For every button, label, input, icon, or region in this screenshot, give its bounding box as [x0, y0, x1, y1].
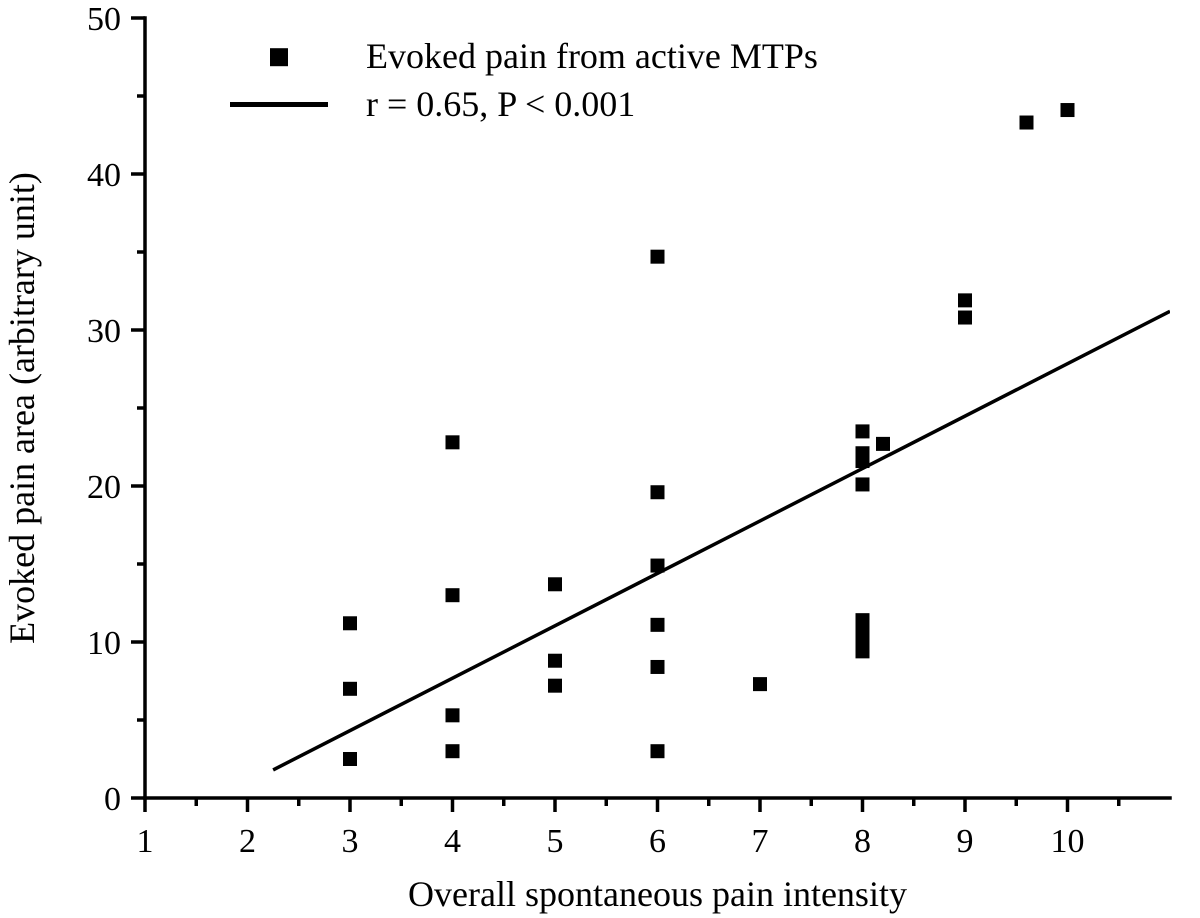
legend-marker-label: Evoked pain from active MTPs: [366, 36, 818, 76]
data-point: [1020, 116, 1034, 130]
x-axis-label: Overall spontaneous pain intensity: [408, 874, 907, 914]
chart-svg: 1 2 3 4 5 6 7 8 9 10 0 10 20 30 40 50 Overall spontaneou…: [0, 0, 1200, 918]
y-tick-label: 50: [87, 1, 121, 38]
y-tick-label: 30: [87, 313, 121, 350]
data-point: [343, 616, 357, 630]
x-tick-label: 10: [1051, 823, 1085, 860]
y-tick-label: 20: [87, 469, 121, 506]
x-tick-label: 1: [137, 823, 154, 860]
x-tick-label: 4: [444, 823, 461, 860]
y-tick-label: 40: [87, 157, 121, 194]
x-tick-label: 6: [649, 823, 666, 860]
data-point: [446, 744, 460, 758]
data-point: [958, 311, 972, 325]
x-tick-label: 5: [547, 823, 564, 860]
x-tick-label: 7: [752, 823, 769, 860]
data-point: [753, 677, 767, 691]
x-tick-label: 8: [854, 823, 871, 860]
data-point: [548, 654, 562, 668]
data-point: [651, 660, 665, 674]
data-point: [856, 446, 870, 460]
legend-line-label: r = 0.65, P < 0.001: [366, 84, 635, 124]
scatter-chart: 1 2 3 4 5 6 7 8 9 10 0 10 20 30 40 50 Overall spontaneou…: [0, 0, 1200, 918]
data-point: [1061, 103, 1075, 117]
y-tick-label: 10: [87, 625, 121, 662]
data-point: [856, 424, 870, 438]
data-point: [548, 679, 562, 693]
data-point: [651, 559, 665, 573]
y-axis-label: Evoked pain area (arbitrary unit): [2, 172, 42, 644]
data-point: [651, 250, 665, 264]
data-point: [548, 577, 562, 591]
legend-marker-icon: [270, 48, 288, 66]
data-point: [856, 613, 870, 627]
data-point: [446, 708, 460, 722]
data-point: [856, 477, 870, 491]
x-tick-label: 3: [342, 823, 359, 860]
data-point: [958, 293, 972, 307]
data-point: [651, 618, 665, 632]
data-point: [343, 682, 357, 696]
data-point: [651, 744, 665, 758]
y-tick-label: 0: [104, 781, 121, 818]
x-tick-label: 9: [957, 823, 974, 860]
data-point: [876, 437, 890, 451]
data-point: [651, 485, 665, 499]
x-tick-label: 2: [239, 823, 256, 860]
data-point: [446, 588, 460, 602]
data-point: [343, 752, 357, 766]
data-point: [446, 435, 460, 449]
